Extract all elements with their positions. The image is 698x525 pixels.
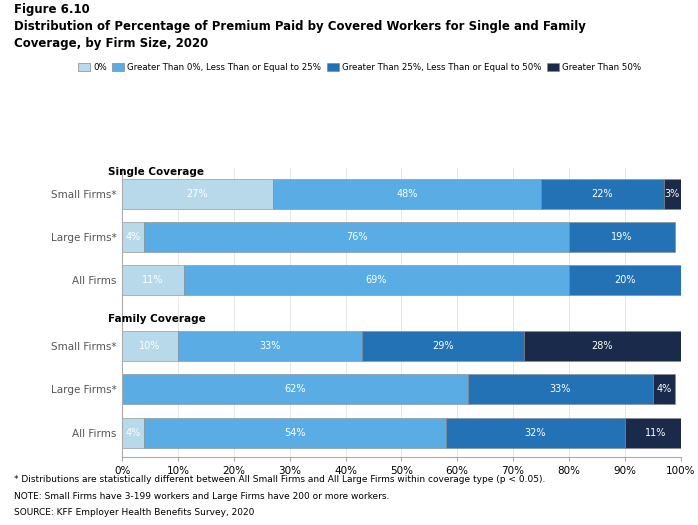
Bar (664, 179, 681, 209)
Text: 32%: 32% (525, 427, 546, 438)
Text: 48%: 48% (396, 189, 417, 199)
Text: 19%: 19% (611, 232, 632, 242)
Legend: 0%, Greater Than 0%, Less Than or Equal to 25%, Greater Than 25%, Less Than or E: 0%, Greater Than 0%, Less Than or Equal … (74, 59, 645, 75)
Bar (122, 331, 178, 361)
Bar (122, 417, 144, 447)
Text: 33%: 33% (260, 341, 281, 351)
Text: 28%: 28% (592, 341, 613, 351)
Bar (122, 179, 273, 209)
Bar (468, 374, 653, 404)
Bar (144, 222, 569, 252)
Text: Figure 6.10: Figure 6.10 (14, 3, 90, 16)
Bar (362, 331, 524, 361)
Text: Coverage, by Firm Size, 2020: Coverage, by Firm Size, 2020 (14, 37, 208, 50)
Text: 4%: 4% (656, 384, 671, 394)
Text: 4%: 4% (126, 232, 141, 242)
Bar (569, 222, 675, 252)
Text: 11%: 11% (142, 275, 163, 285)
Text: 62%: 62% (285, 384, 306, 394)
Bar (184, 265, 569, 295)
Text: * Distributions are statistically different between All Small Firms and All Larg: * Distributions are statistically differ… (14, 475, 545, 484)
Bar (144, 417, 446, 447)
Text: 10%: 10% (140, 341, 161, 351)
Text: Distribution of Percentage of Premium Paid by Covered Workers for Single and Fam: Distribution of Percentage of Premium Pa… (14, 20, 586, 33)
Bar (122, 265, 184, 295)
Text: Single Coverage: Single Coverage (108, 166, 205, 176)
Text: 3%: 3% (664, 189, 680, 199)
Bar (446, 417, 625, 447)
Text: SOURCE: KFF Employer Health Benefits Survey, 2020: SOURCE: KFF Employer Health Benefits Sur… (14, 508, 254, 517)
Text: 54%: 54% (285, 427, 306, 438)
Text: 20%: 20% (614, 275, 635, 285)
Bar (273, 179, 541, 209)
Bar (178, 331, 362, 361)
Text: NOTE: Small Firms have 3-199 workers and Large Firms have 200 or more workers.: NOTE: Small Firms have 3-199 workers and… (14, 492, 389, 501)
Text: 22%: 22% (592, 189, 613, 199)
Text: 27%: 27% (187, 189, 208, 199)
Bar (122, 374, 468, 404)
Text: 33%: 33% (550, 384, 571, 394)
Text: 69%: 69% (366, 275, 387, 285)
Bar (569, 265, 681, 295)
Text: Family Coverage: Family Coverage (108, 314, 206, 324)
Bar (122, 222, 144, 252)
Text: 76%: 76% (346, 232, 367, 242)
Bar (625, 417, 686, 447)
Bar (653, 374, 675, 404)
Text: 29%: 29% (433, 341, 454, 351)
Bar (541, 179, 664, 209)
Bar (524, 331, 681, 361)
Text: 4%: 4% (126, 427, 141, 438)
Text: 11%: 11% (645, 427, 666, 438)
